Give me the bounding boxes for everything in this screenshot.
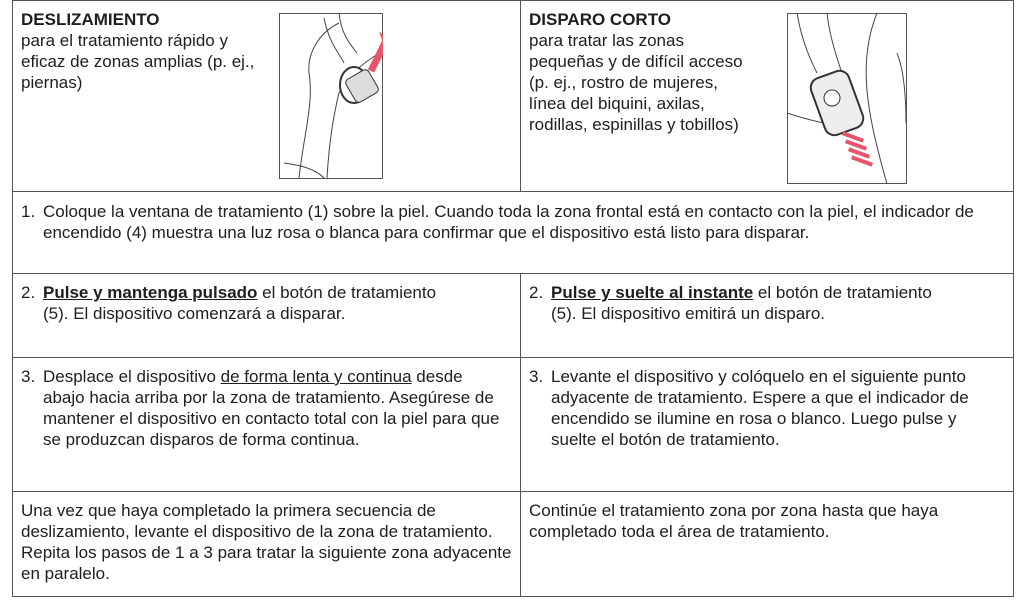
closing-glide: Una vez que haya completado la primera s… — [13, 492, 521, 596]
mode-description: para tratar las zonas pequeñas y de difí… — [529, 31, 743, 134]
step-text: Levante el dispositivo y colóquelo en el… — [551, 367, 969, 449]
mode-title: DISPARO CORTO — [529, 10, 671, 29]
step-3-glide: 3. Desplace el dispositivo de forma lenta… — [13, 358, 521, 492]
step-emphasis: Pulse y suelte al instante — [551, 283, 754, 302]
closing-text: Continúe el tratamiento zona por zona ha… — [529, 501, 939, 541]
step-2-flash: 2. Pulse y suelte al instante el botón de… — [521, 274, 1013, 358]
closing-flash: Continúe el tratamiento zona por zona ha… — [521, 492, 1013, 596]
mode-title: DESLIZAMIENTO — [21, 10, 160, 29]
flash-illustration — [787, 13, 907, 184]
step-text: Desplace el dispositivo — [43, 367, 221, 386]
step-text: el botón de tratamiento (5). El disposit… — [43, 283, 437, 323]
step-text: desde abajo hacia arriba por la zona de … — [43, 367, 500, 449]
step-number: 1. — [21, 202, 36, 221]
step-emphasis: de forma lenta y continua — [220, 367, 412, 386]
step-1-cell: 1. Coloque la ventana de tratamiento (1) … — [13, 192, 1013, 274]
glide-illustration — [279, 13, 383, 179]
step-3-flash: 3. Levante el dispositivo y colóquelo en … — [521, 358, 1013, 492]
glide-cell: DESLIZAMIENTO para el tratamiento rápido… — [13, 1, 521, 192]
flash-cell: DISPARO CORTO para tratar las zonas pequ… — [521, 1, 1013, 192]
step-number: 3. — [529, 367, 544, 386]
instruction-table: DESLIZAMIENTO para el tratamiento rápido… — [12, 0, 1014, 597]
step-emphasis: Pulse y mantenga pulsado — [43, 283, 258, 302]
step-2-glide: 2. Pulse y mantenga pulsado el botón de t… — [13, 274, 521, 358]
closing-text: Una vez que haya completado la primera s… — [21, 501, 512, 583]
step-text: el botón de tratamiento (5). El disposit… — [551, 283, 932, 323]
step-number: 3. — [21, 367, 36, 386]
step-number: 2. — [529, 283, 544, 302]
step-text: Coloque la ventana de tratamiento (1) so… — [43, 202, 974, 242]
mode-description: para el tratamiento rápido y eficaz de z… — [21, 31, 255, 92]
step-number: 2. — [21, 283, 36, 302]
